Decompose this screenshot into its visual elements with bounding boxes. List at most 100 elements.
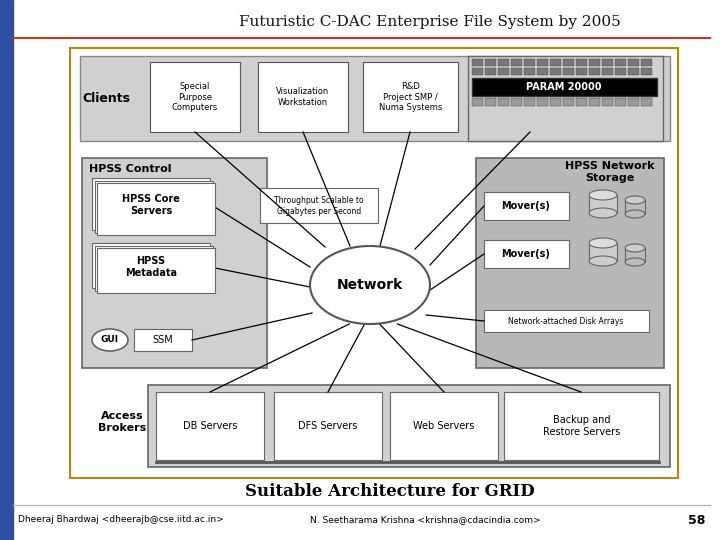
Text: HPSS Network
Storage: HPSS Network Storage [565, 161, 654, 183]
Bar [576, 59, 587, 66]
Bar [472, 98, 483, 106]
Text: N. Seetharama Krishna <krishna@cdacindia.com>: N. Seetharama Krishna <krishna@cdacindia… [310, 516, 541, 524]
Bar [589, 98, 600, 106]
Bar [82, 158, 267, 368]
Text: Clients: Clients [82, 91, 130, 105]
Bar [484, 192, 569, 220]
Bar [641, 98, 652, 106]
Bar [615, 68, 626, 75]
Bar [472, 78, 657, 96]
Text: Visualization
Workstation: Visualization Workstation [276, 87, 330, 107]
Bar [485, 98, 496, 106]
Bar [602, 59, 613, 66]
Text: Access
Brokers: Access Brokers [98, 411, 146, 433]
Bar [97, 248, 215, 293]
Ellipse shape [625, 244, 645, 252]
Bar [498, 68, 509, 75]
Bar [0, 0, 13, 540]
Bar [602, 68, 613, 75]
Bar [498, 59, 509, 66]
Bar [589, 59, 600, 66]
Bar [260, 188, 378, 223]
Bar [504, 392, 659, 460]
Text: GUI: GUI [101, 335, 119, 345]
Ellipse shape [589, 256, 617, 266]
Text: Throughput Scalable to
Gigabytes per Second: Throughput Scalable to Gigabytes per Sec… [274, 197, 364, 215]
Bar [589, 68, 600, 75]
Bar [576, 98, 587, 106]
Bar [641, 59, 652, 66]
Bar [92, 178, 210, 230]
Text: SSM: SSM [153, 335, 174, 345]
Text: Special
Purpose
Computers: Special Purpose Computers [172, 82, 218, 112]
Ellipse shape [625, 258, 645, 266]
Bar [484, 240, 569, 268]
Text: R&D
Project SMP /
Numa Systems: R&D Project SMP / Numa Systems [379, 82, 442, 112]
Ellipse shape [589, 238, 617, 248]
Ellipse shape [625, 196, 645, 204]
Bar [258, 62, 348, 132]
Text: Network: Network [337, 278, 403, 292]
Text: Mover(s): Mover(s) [502, 249, 550, 259]
Bar [625, 200, 645, 214]
Bar [628, 98, 639, 106]
Bar [537, 68, 548, 75]
Ellipse shape [589, 208, 617, 218]
Text: Futuristic C-DAC Enterprise File System by 2005: Futuristic C-DAC Enterprise File System … [239, 15, 621, 29]
Text: Mover(s): Mover(s) [502, 201, 550, 211]
Text: HPSS
Metadata: HPSS Metadata [125, 256, 177, 278]
Text: Dheeraj Bhardwaj <dheerajb@cse.iitd.ac.in>: Dheeraj Bhardwaj <dheerajb@cse.iitd.ac.i… [18, 516, 224, 524]
Bar [628, 68, 639, 75]
Bar [92, 243, 210, 288]
Bar [468, 56, 663, 141]
Bar [524, 68, 535, 75]
Bar [390, 392, 498, 460]
Bar [511, 98, 522, 106]
Bar [498, 98, 509, 106]
Bar [472, 68, 483, 75]
Bar [537, 59, 548, 66]
Text: Backup and
Restore Servers: Backup and Restore Servers [543, 415, 620, 437]
Bar [628, 59, 639, 66]
Bar [80, 56, 670, 141]
Bar [484, 310, 649, 332]
Bar [156, 392, 264, 460]
Bar [563, 68, 574, 75]
Bar [274, 392, 382, 460]
Bar [95, 181, 213, 233]
Bar [550, 59, 561, 66]
Text: DB Servers: DB Servers [183, 421, 238, 431]
Bar [641, 68, 652, 75]
Bar [576, 68, 587, 75]
Text: PARAM 20000: PARAM 20000 [526, 82, 602, 92]
Bar [602, 98, 613, 106]
Bar [134, 329, 192, 351]
Bar [472, 59, 483, 66]
Text: DFS Servers: DFS Servers [298, 421, 358, 431]
Bar [485, 59, 496, 66]
Bar [537, 98, 548, 106]
Bar [150, 62, 240, 132]
Bar [524, 59, 535, 66]
Bar [589, 243, 617, 261]
Text: Web Servers: Web Servers [413, 421, 474, 431]
Bar [615, 98, 626, 106]
Bar [511, 68, 522, 75]
Bar [550, 68, 561, 75]
Bar [476, 158, 664, 368]
Text: HPSS Control: HPSS Control [89, 164, 171, 174]
Bar [615, 59, 626, 66]
Bar [563, 98, 574, 106]
Ellipse shape [589, 190, 617, 200]
Bar [148, 385, 670, 467]
Bar [95, 246, 213, 291]
Bar [625, 248, 645, 262]
Bar [97, 183, 215, 235]
Bar [524, 98, 535, 106]
Bar [70, 48, 678, 478]
Bar [563, 59, 574, 66]
Bar [550, 98, 561, 106]
Bar [363, 62, 458, 132]
Bar [485, 68, 496, 75]
Text: HPSS Core
Servers: HPSS Core Servers [122, 194, 180, 216]
